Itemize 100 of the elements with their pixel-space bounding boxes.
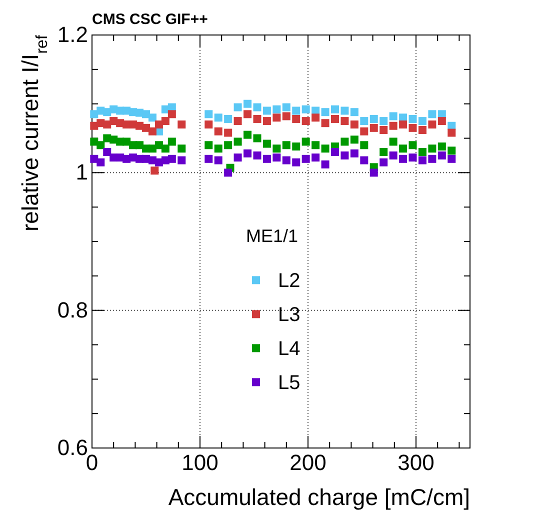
y-tick-label: 1.2 — [57, 22, 88, 48]
point — [428, 110, 436, 118]
point — [370, 114, 378, 123]
point — [438, 151, 446, 160]
point — [150, 166, 159, 175]
point — [321, 119, 330, 128]
point — [389, 122, 398, 130]
point — [168, 138, 176, 146]
point — [312, 154, 320, 162]
point — [282, 141, 290, 150]
point — [292, 142, 300, 151]
point — [380, 126, 388, 134]
point — [428, 154, 436, 163]
point — [244, 110, 252, 118]
point — [272, 114, 281, 122]
point — [224, 128, 232, 137]
point — [448, 128, 456, 137]
point — [204, 154, 213, 163]
point — [148, 114, 156, 122]
point — [389, 112, 398, 120]
point — [161, 144, 170, 153]
point — [262, 154, 271, 163]
point — [244, 149, 252, 158]
point — [408, 124, 417, 132]
point — [360, 127, 368, 136]
point — [204, 141, 213, 150]
point — [438, 142, 446, 151]
point — [399, 120, 408, 128]
point — [272, 144, 281, 153]
point — [214, 156, 222, 164]
point — [262, 117, 271, 126]
point — [350, 149, 358, 158]
point — [282, 112, 290, 120]
point — [418, 117, 426, 126]
legend-label: L2 — [278, 270, 300, 292]
point — [214, 144, 222, 153]
x-tick-label: 0 — [86, 450, 98, 475]
point — [282, 156, 290, 164]
point — [321, 160, 330, 168]
legend-title: ME1/1 — [246, 226, 298, 246]
x-tick-label: 100 — [182, 450, 218, 475]
point — [224, 114, 232, 123]
point — [350, 108, 358, 116]
legend-label: L3 — [278, 304, 300, 326]
point — [292, 106, 300, 115]
point — [380, 117, 388, 126]
point — [302, 154, 310, 163]
point — [148, 127, 156, 136]
point — [253, 114, 262, 123]
point — [418, 126, 426, 134]
point — [234, 138, 242, 146]
point — [350, 120, 358, 128]
point — [408, 154, 417, 162]
legend-label: L5 — [278, 372, 300, 394]
point — [380, 158, 388, 166]
point — [399, 154, 408, 163]
point — [340, 138, 349, 146]
point — [448, 146, 456, 155]
point — [312, 114, 320, 122]
point — [340, 106, 349, 115]
point — [360, 156, 368, 164]
point — [428, 144, 436, 153]
point — [380, 148, 388, 156]
point — [302, 117, 310, 126]
point — [244, 130, 252, 139]
point — [272, 105, 281, 114]
point — [428, 120, 436, 128]
point — [234, 117, 242, 126]
point — [292, 158, 300, 166]
point — [438, 117, 446, 126]
point — [224, 141, 232, 150]
point — [253, 151, 262, 160]
point — [178, 156, 186, 164]
x-tick-label: 300 — [398, 450, 434, 475]
point — [168, 154, 176, 163]
point — [282, 103, 290, 112]
point — [253, 134, 262, 142]
point — [234, 103, 242, 112]
point — [370, 168, 378, 177]
point — [302, 138, 310, 146]
point — [272, 154, 281, 162]
point — [253, 103, 262, 112]
point — [292, 114, 300, 123]
chart-title: CMS CSC GIF++ — [92, 11, 208, 28]
point — [244, 100, 252, 108]
point — [408, 114, 417, 123]
point — [96, 158, 105, 166]
y-tick-label: 0.6 — [57, 435, 88, 460]
point — [331, 148, 339, 156]
point — [340, 151, 349, 160]
point — [103, 148, 112, 156]
point — [178, 144, 186, 153]
point — [234, 154, 242, 162]
point — [321, 144, 330, 153]
point — [418, 156, 426, 164]
point — [340, 117, 349, 126]
point — [204, 110, 213, 118]
point — [389, 151, 398, 160]
point — [224, 168, 232, 177]
point — [96, 141, 105, 150]
